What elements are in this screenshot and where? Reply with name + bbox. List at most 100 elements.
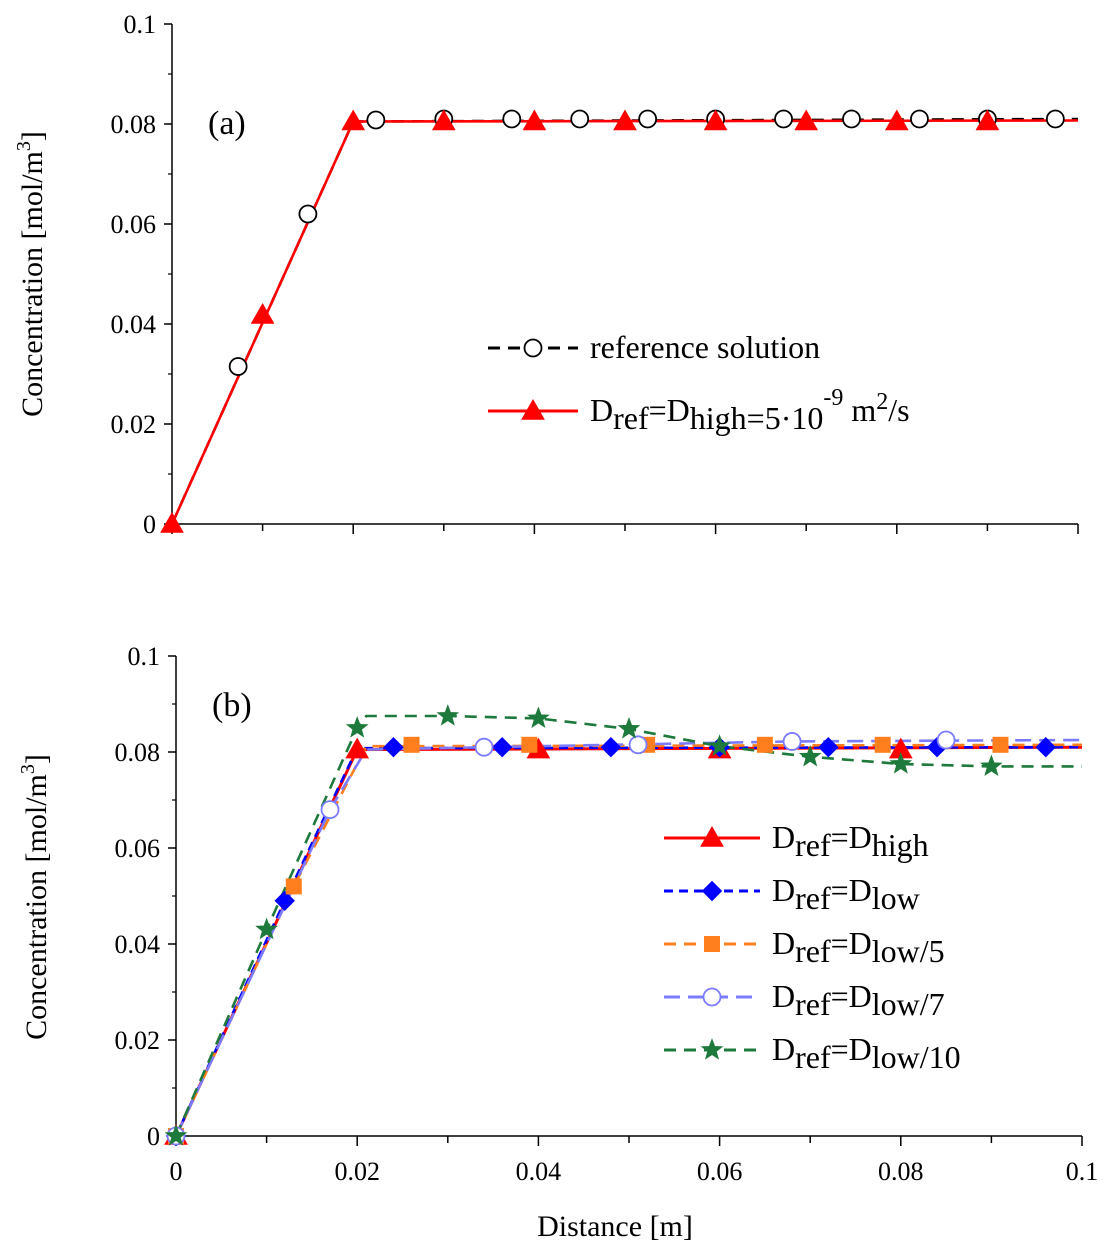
y-tick-label: 0.04	[111, 310, 157, 339]
data-point	[285, 878, 302, 895]
data-point	[436, 704, 460, 726]
series-line	[174, 745, 1083, 1137]
legend-text-part: D	[772, 819, 795, 855]
data-point	[613, 109, 637, 131]
legend-text-part: reference solution	[590, 329, 820, 365]
legend-marker	[704, 936, 720, 952]
legend-text-subscript: high	[690, 400, 747, 436]
panel-b-chart: 0 0.02 0.04 0.06 0.08 0.1 0 0.02 0.04 0.06 0.08 0.1…	[17, 642, 1098, 1243]
legend-label: Dref=Dhigh=5·10-9 m2/s	[590, 385, 910, 436]
data-point	[703, 109, 728, 131]
legend-text-subscript: low	[872, 933, 920, 969]
legend-text-part: D	[772, 1031, 795, 1067]
x-tick-label: 0.06	[697, 1157, 743, 1186]
data-point	[638, 109, 658, 129]
y-tick-label: 0	[147, 1122, 160, 1151]
series-line	[174, 714, 1082, 1137]
data-point	[274, 890, 295, 912]
legend-marker	[523, 338, 543, 358]
y-tick-label: 0.1	[124, 10, 157, 39]
legend-text-subscript: low	[872, 986, 920, 1022]
legend-label: reference solution	[590, 329, 820, 365]
legend-text-superscript: 2	[876, 389, 888, 415]
data-point	[228, 357, 248, 376]
legend-marker	[700, 1038, 724, 1060]
legend-text-subscript: ref	[795, 933, 831, 969]
legend-text-part: =D	[649, 392, 690, 428]
legend-text-part: /7	[920, 986, 945, 1022]
legend-text-part: =D	[831, 1031, 872, 1067]
legend-label: Dref=Dhigh	[772, 819, 929, 863]
data-point	[527, 706, 550, 729]
data-point	[521, 736, 538, 753]
legend: reference solution Dref=Dhigh=5·10-9 m2/s	[488, 329, 910, 436]
y-tick-label: 0.08	[111, 110, 157, 139]
y-tick-label: 0.02	[111, 410, 157, 439]
legend-text-part: /s	[888, 392, 909, 428]
panel-label: (a)	[208, 105, 246, 142]
x-axis-label: Distance [m]	[537, 1210, 693, 1243]
legend: Dref=DhighDref=DlowDref=Dlow/5Dref=Dlow/…	[664, 819, 961, 1075]
data-point	[708, 734, 731, 756]
data-point	[1035, 736, 1056, 758]
series-line	[174, 738, 1083, 1137]
data-point	[160, 511, 184, 533]
data-point	[794, 109, 819, 131]
panel-label: (b)	[212, 687, 252, 724]
legend-text-part: D	[772, 925, 795, 961]
legend-text-subscript: ref	[795, 986, 831, 1022]
legend-text-subscript: high	[872, 827, 929, 863]
legend-text-part: /5	[920, 933, 945, 969]
legend-label: Dref=Dlow/5	[772, 925, 945, 969]
y-axis-label-superscript: 3	[17, 764, 39, 774]
data-point	[255, 917, 278, 940]
data-point	[164, 1124, 188, 1146]
data-point	[522, 109, 547, 131]
y-tick-label: 0.04	[115, 930, 161, 959]
legend-text-part: D	[772, 872, 795, 908]
y-tick-label: 0.1	[128, 642, 161, 671]
series-line	[174, 745, 1083, 1137]
data-point	[1045, 109, 1065, 129]
data-point	[798, 744, 822, 767]
data-point	[298, 204, 318, 224]
legend-label: Dref=Dlow	[772, 872, 920, 916]
data-point	[884, 109, 909, 131]
legend-marker	[521, 398, 545, 420]
x-tick-label: 0.02	[334, 1157, 380, 1186]
legend-text-part: =D	[831, 925, 872, 961]
legend-text-subscript: ref	[795, 827, 831, 863]
y-tick-label: 0.08	[115, 738, 161, 767]
y-tick-label: 0.06	[115, 834, 161, 863]
data-point	[980, 754, 1003, 777]
y-axis-label: Concentration [mol/m3]	[17, 754, 53, 1040]
y-axis-label-main: Concentration [mol/m	[16, 151, 49, 417]
data-point	[491, 736, 513, 758]
data-point	[431, 109, 456, 131]
x-tick-label: 0.08	[878, 1157, 924, 1186]
data-point	[756, 736, 773, 753]
y-tick-label: 0.06	[111, 210, 157, 239]
legend-text-superscript: -9	[823, 385, 843, 411]
data-point	[936, 730, 956, 750]
legend-text-part: =D	[831, 978, 872, 1014]
series-line	[170, 117, 1079, 525]
y-axis-label-main: Concentration [mol/m	[20, 774, 53, 1040]
data-point	[774, 109, 793, 129]
data-point	[975, 109, 1000, 131]
data-point	[502, 109, 522, 129]
y-axis-label-end: ]	[20, 754, 53, 764]
data-point	[403, 736, 420, 753]
legend-text-subscript: ref	[613, 400, 649, 436]
series-line	[170, 119, 1079, 525]
legend-text-part: D	[772, 978, 795, 1014]
legend-text-part: =D	[831, 819, 872, 855]
x-tick-label: 0.1	[1066, 1157, 1099, 1186]
legend-label: Dref=Dlow/10	[772, 1031, 961, 1075]
y-axis-label: Concentration [mol/m3]	[13, 131, 49, 417]
legend-text-subscript: low	[872, 1039, 920, 1075]
data-point	[910, 109, 929, 129]
legend-text-part: D	[590, 392, 613, 428]
legend-text-subscript: low	[872, 880, 920, 916]
